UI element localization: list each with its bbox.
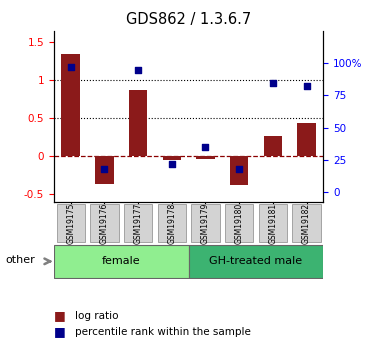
- Text: GSM19177: GSM19177: [134, 203, 142, 244]
- Bar: [230, 156, 248, 185]
- Text: ■: ■: [54, 309, 66, 322]
- Bar: [196, 156, 215, 159]
- Text: GSM19176: GSM19176: [100, 203, 109, 244]
- Text: GSM19180: GSM19180: [235, 203, 244, 244]
- Text: percentile rank within the sample: percentile rank within the sample: [75, 327, 251, 337]
- FancyBboxPatch shape: [225, 204, 253, 243]
- Point: [236, 166, 242, 172]
- FancyBboxPatch shape: [54, 245, 189, 278]
- Text: GSM19179: GSM19179: [201, 203, 210, 244]
- Point: [270, 80, 276, 85]
- FancyBboxPatch shape: [293, 204, 321, 243]
- Text: GSM19181: GSM19181: [268, 203, 277, 244]
- Text: GSM19178: GSM19178: [167, 203, 176, 244]
- Title: GDS862 / 1.3.6.7: GDS862 / 1.3.6.7: [126, 12, 251, 27]
- Text: other: other: [6, 256, 35, 265]
- Bar: [297, 123, 316, 156]
- Point: [135, 67, 141, 72]
- Point: [169, 161, 175, 167]
- FancyBboxPatch shape: [189, 245, 323, 278]
- Text: female: female: [102, 256, 141, 266]
- FancyBboxPatch shape: [57, 204, 85, 243]
- FancyBboxPatch shape: [259, 204, 287, 243]
- Bar: [62, 54, 80, 156]
- Bar: [264, 136, 282, 156]
- Point: [303, 84, 310, 89]
- Point: [101, 166, 107, 172]
- FancyBboxPatch shape: [90, 204, 119, 243]
- Text: GH-treated male: GH-treated male: [209, 256, 303, 266]
- FancyBboxPatch shape: [124, 204, 152, 243]
- Bar: [162, 156, 181, 160]
- Bar: [129, 90, 147, 156]
- FancyBboxPatch shape: [191, 204, 219, 243]
- Bar: [95, 156, 114, 184]
- FancyBboxPatch shape: [158, 204, 186, 243]
- Text: log ratio: log ratio: [75, 311, 119, 321]
- Text: ■: ■: [54, 325, 66, 338]
- Point: [203, 144, 209, 150]
- Text: GSM19182: GSM19182: [302, 203, 311, 244]
- Text: GSM19175: GSM19175: [66, 203, 75, 244]
- Point: [68, 65, 74, 70]
